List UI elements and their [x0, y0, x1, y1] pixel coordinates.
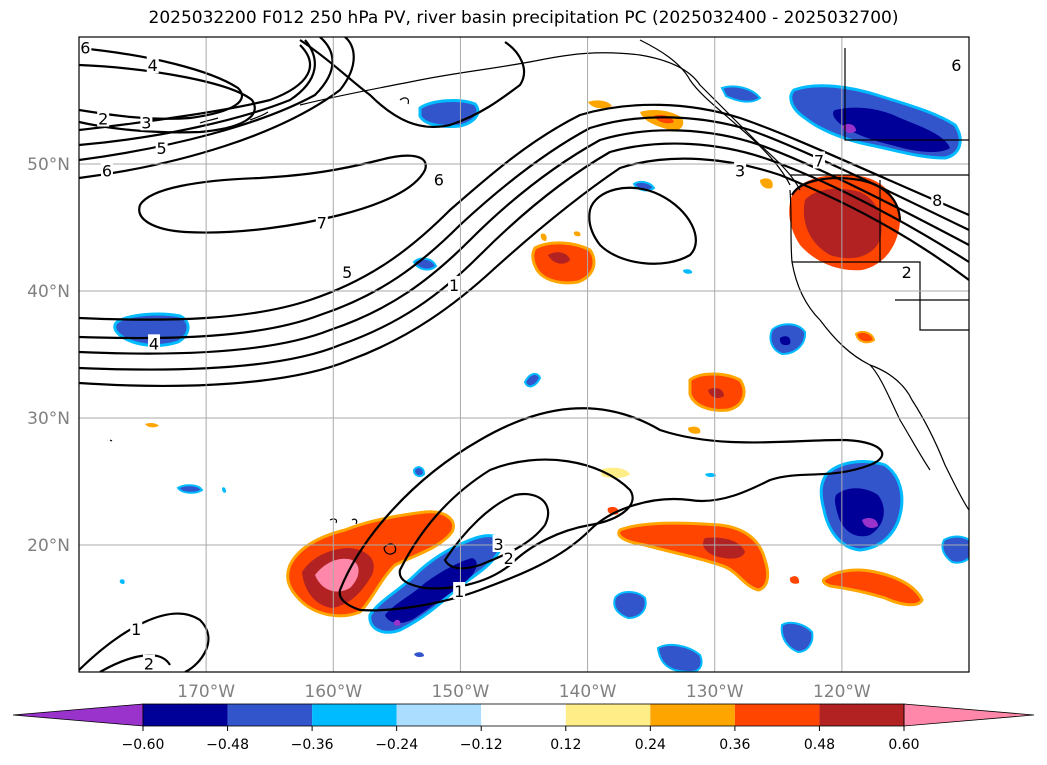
- contour-label: 4: [148, 56, 158, 75]
- contour-label: 2: [98, 110, 108, 129]
- colorbar-tick-label: 0.48: [804, 737, 835, 753]
- contour-label-bg: [130, 620, 143, 638]
- contour-label-bg: [492, 535, 505, 552]
- contour-label: 3: [141, 113, 151, 132]
- contour-label-bg: [502, 548, 515, 566]
- colorbar-tick-label: −0.48: [206, 737, 249, 753]
- contour-label: 8: [932, 191, 942, 210]
- map-title: 2025032200 F012 250 hPa PV, river basin …: [148, 8, 899, 28]
- lat-tick-label: 20°N: [27, 536, 70, 556]
- contour-label-bg: [100, 161, 113, 179]
- colorbar-segment: [143, 704, 228, 726]
- contour-label: 3: [493, 535, 503, 554]
- lon-tick-label: 160°W: [304, 682, 362, 702]
- contour-label-bg: [950, 56, 963, 74]
- contour-label-bg: [931, 190, 944, 208]
- colorbar-tick-label: −0.60: [122, 737, 165, 753]
- contour-label-bg: [734, 161, 747, 179]
- colorbar-tick-label: 0.36: [719, 737, 750, 753]
- colorbar-segment: [227, 704, 313, 726]
- contour-label-bg: [140, 113, 153, 131]
- lat-tick-label: 40°N: [27, 282, 70, 302]
- contour-label: 6: [80, 38, 90, 57]
- contour-label: 2: [504, 549, 514, 568]
- contour-label: 2: [144, 654, 154, 673]
- contour-label: 1: [131, 620, 141, 639]
- lat-tick-label: 50°N: [27, 155, 70, 175]
- colorbar-segment: [565, 704, 651, 726]
- colorbar-tick-label: −0.12: [460, 737, 503, 753]
- pv-contour-lines: [79, 37, 969, 672]
- colorbar-tick-label: −0.24: [375, 737, 418, 753]
- lon-tick-label: 120°W: [813, 682, 871, 702]
- colorbar-tick-label: 0.60: [888, 737, 919, 753]
- contour-label-bg: [341, 263, 354, 281]
- colorbar-segment: [312, 704, 397, 726]
- contour-label-bg: [148, 334, 161, 352]
- contour-label: 4: [149, 334, 159, 353]
- contour-label: 1: [449, 276, 459, 295]
- map-frame: [78, 36, 970, 673]
- contour-label-bg: [315, 213, 328, 231]
- contour-label: 6: [434, 171, 444, 190]
- contour-label-bg: [142, 654, 155, 672]
- contour-label: 6: [951, 56, 961, 75]
- contour-label: 1: [454, 582, 464, 601]
- colorbar-segment: [734, 704, 820, 726]
- contour-label: 2: [902, 263, 912, 282]
- colorbar-segment: [650, 704, 735, 726]
- colorbar-segment: [396, 704, 482, 726]
- latitude-ticks: 20°N 30°N 40°N 50°N: [27, 155, 70, 556]
- colorbar-tick-label: 0.24: [635, 737, 666, 753]
- lon-tick-label: 140°W: [559, 682, 617, 702]
- contour-label: 7: [317, 214, 327, 233]
- colorbar-extend-high: [903, 703, 1035, 727]
- contour-label-bg: [155, 138, 168, 156]
- contour-label: 5: [342, 263, 352, 282]
- contour-label-bg: [453, 581, 466, 599]
- colorbar-segment: [819, 704, 904, 726]
- precipitation-shading: [113, 84, 969, 672]
- contour-label-bg: [432, 170, 445, 188]
- contour-label: 7: [814, 151, 824, 170]
- contour-label-bg: [812, 151, 825, 169]
- colorbar-segment: [481, 704, 566, 726]
- colorbar-tick-label: 0.12: [550, 737, 581, 753]
- contour-label-bg: [448, 275, 461, 293]
- colorbar-frame: [142, 703, 905, 727]
- coastlines: [109, 39, 969, 555]
- colorbar: −0.60 −0.48 −0.36 −0.24 −0.12 0.12 0.24 0.36 0.4…: [12, 703, 1035, 753]
- longitude-ticks: 170°W 160°W 150°W 140°W 130°W 120°W: [177, 682, 871, 702]
- contour-label: 5: [157, 139, 167, 158]
- contour-label: 6: [102, 162, 112, 181]
- colorbar-extend-low: [12, 703, 144, 727]
- contour-label-bg: [97, 109, 110, 127]
- contour-label: 3: [735, 162, 745, 181]
- lon-tick-label: 150°W: [432, 682, 490, 702]
- colorbar-tick-label: −0.36: [291, 737, 334, 753]
- contour-label-bg: [900, 263, 913, 281]
- contour-label-bg: [79, 38, 92, 56]
- lon-tick-label: 170°W: [177, 682, 235, 702]
- contour-label-bg: [146, 56, 159, 74]
- lon-tick-label: 130°W: [686, 682, 744, 702]
- lat-tick-label: 30°N: [27, 409, 70, 429]
